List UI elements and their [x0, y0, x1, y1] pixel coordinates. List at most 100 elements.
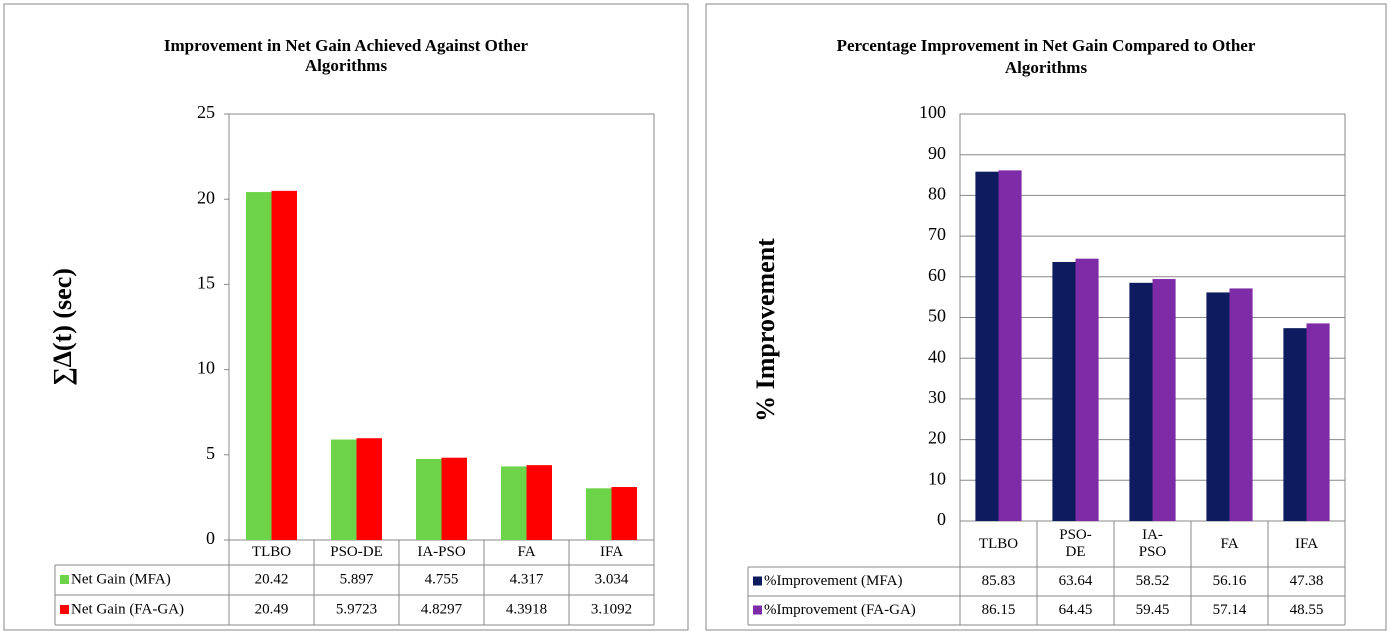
- x-category-cell: PSO-DE: [314, 540, 399, 565]
- y-tick-label: 0: [937, 509, 946, 529]
- x-category-cell-box: PSO-DE: [1037, 521, 1114, 567]
- y-tick-label: 60: [928, 265, 946, 285]
- y-tick-label: 30: [928, 387, 946, 407]
- table-value: 4.8297: [421, 601, 463, 617]
- x-category-cell: IA-PSO: [1114, 521, 1191, 567]
- bar: [1283, 328, 1307, 521]
- bar: [611, 487, 637, 540]
- bar: [246, 192, 272, 540]
- table-value: 59.45: [1136, 602, 1170, 618]
- table-value: 47.38: [1290, 573, 1324, 589]
- table-value: 4.755: [425, 571, 459, 587]
- y-tick-label: 40: [928, 346, 946, 366]
- y-tick-label: 80: [928, 184, 946, 204]
- table-value: 3.1092: [591, 601, 632, 617]
- bar: [1206, 292, 1230, 521]
- bar: [331, 439, 357, 540]
- bar: [416, 458, 442, 540]
- chart-frame: [705, 3, 1387, 631]
- bar: [1075, 258, 1099, 521]
- x-category-cell-box: FA: [1191, 521, 1268, 567]
- x-tick-label: TLBO: [978, 535, 1019, 552]
- y-tick-label: 20: [928, 428, 946, 448]
- legend-swatch: [60, 575, 69, 584]
- bar: [441, 457, 467, 540]
- table-value: 5.9723: [336, 601, 377, 617]
- legend-label: %Improvement (FA-GA): [764, 602, 916, 618]
- x-tick-label: FA: [517, 544, 536, 560]
- y-tick-label: 100: [919, 102, 946, 122]
- legend-label: Net Gain (MFA): [71, 571, 171, 587]
- y-axis-label: ∑Δ(t) (sec): [48, 268, 77, 386]
- legend-label: Net Gain (FA-GA): [71, 601, 184, 617]
- bar: [271, 190, 297, 540]
- table-value: 20.42: [255, 571, 289, 587]
- x-tick-label: TLBO: [251, 544, 292, 560]
- x-category-cell-box: IA-PSO: [399, 540, 484, 565]
- y-tick-label: 90: [928, 143, 946, 163]
- table-value: 86.15: [982, 602, 1016, 618]
- table-value: 63.64: [1059, 573, 1093, 589]
- x-category-cell-box: IFA: [569, 540, 654, 565]
- bar: [998, 170, 1022, 521]
- table-value: 5.897: [340, 571, 374, 587]
- x-tick-label: IA-PSO: [1138, 527, 1167, 560]
- chart-title: Improvement in Net Gain Achieved Against…: [164, 36, 529, 75]
- legend-swatch: [753, 605, 762, 615]
- x-category-cell: TLBO: [960, 521, 1037, 567]
- legend-swatch: [60, 605, 69, 614]
- bar: [586, 488, 612, 540]
- bar: [501, 466, 527, 540]
- table-value: 64.45: [1059, 602, 1093, 618]
- bar: [975, 171, 999, 521]
- table-value: 56.16: [1213, 573, 1247, 589]
- y-tick-label: 5: [206, 443, 215, 463]
- x-category-cell-box: IFA: [1268, 521, 1345, 567]
- x-tick-label: IFA: [1294, 535, 1319, 552]
- x-category-cell: IA-PSO: [399, 540, 484, 565]
- bar: [1152, 279, 1176, 521]
- bar: [1306, 323, 1330, 521]
- x-category-cell-box: TLBO: [960, 521, 1037, 567]
- table-value: 20.49: [255, 601, 289, 617]
- y-tick-label: 50: [928, 306, 946, 326]
- y-tick-label: 10: [197, 358, 215, 378]
- y-axis-label: % Improvement: [751, 238, 780, 422]
- bar: [526, 465, 552, 540]
- chart-frame: [3, 3, 689, 631]
- x-category-cell: TLBO: [229, 540, 314, 565]
- table-value: 3.034: [595, 571, 629, 587]
- x-category-cell-box: FA: [484, 540, 569, 565]
- x-category-cell-box: TLBO: [229, 540, 314, 565]
- x-tick-label: PSO-DE: [330, 544, 383, 560]
- table-value: 57.14: [1213, 602, 1247, 618]
- x-tick-label: IA-PSO: [417, 544, 466, 560]
- chart-title: Percentage Improvement in Net Gain Compa…: [837, 36, 1256, 77]
- y-tick-label: 70: [928, 224, 946, 244]
- y-tick-label: 20: [197, 187, 215, 207]
- table-value: 4.3918: [506, 601, 547, 617]
- y-tick-label: 15: [197, 273, 215, 293]
- y-tick-label: 10: [928, 468, 946, 488]
- table-value: 58.52: [1136, 573, 1170, 589]
- x-category-cell: FA: [484, 540, 569, 565]
- table-value: 48.55: [1290, 602, 1324, 618]
- legend-swatch: [753, 576, 762, 586]
- x-category-cell: IFA: [569, 540, 654, 565]
- table-value: 4.317: [510, 571, 544, 587]
- y-tick-label: 25: [197, 102, 215, 122]
- x-category-cell: FA: [1191, 521, 1268, 567]
- x-tick-label: FA: [1220, 535, 1239, 552]
- bar: [1129, 282, 1153, 521]
- x-category-cell: IFA: [1268, 521, 1345, 567]
- x-category-cell: PSO-DE: [1037, 521, 1114, 567]
- legend-label: %Improvement (MFA): [764, 573, 902, 589]
- x-tick-label: IFA: [599, 544, 624, 560]
- bar: [1229, 288, 1253, 521]
- x-tick-label: PSO-DE: [1059, 527, 1092, 560]
- x-category-cell-box: IA-PSO: [1114, 521, 1191, 567]
- bar: [1052, 261, 1076, 521]
- x-category-cell-box: PSO-DE: [314, 540, 399, 565]
- y-tick-label: 0: [206, 528, 215, 548]
